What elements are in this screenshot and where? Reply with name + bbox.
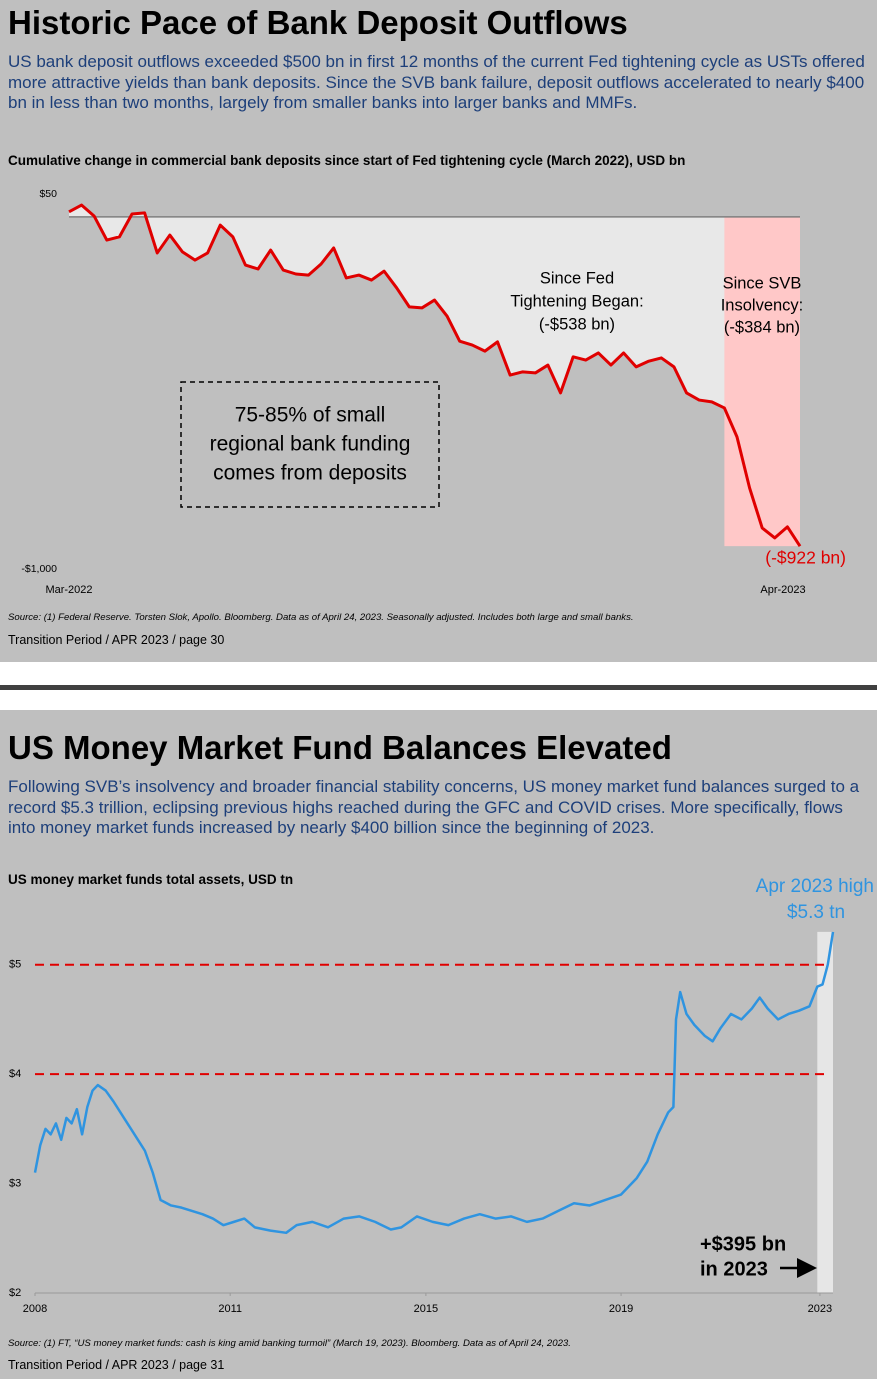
annotation: Tightening Began: (510, 292, 643, 310)
y-tick-label: $50 (39, 188, 57, 200)
y-tick-label: $5 (9, 959, 21, 971)
x-tick-label: 2019 (609, 1303, 633, 1315)
mmf-chart: $2 $3 $4 $5 2008 2011 2015 2019 2023 Apr 2023 hig… (9, 876, 874, 1315)
annotation: Since SVB (723, 274, 802, 292)
annotation: (-$538 bn) (539, 315, 615, 333)
annotation: (-$922 bn) (765, 548, 846, 568)
slide-body: Following SVB’s insolvency and broader f… (8, 777, 860, 837)
deposit-chart: $50 -$1,000 Mar-2022 Apr-2023 Since Fed Tight… (21, 188, 846, 596)
annotation: comes from deposits (213, 462, 407, 485)
annotation: $5.3 tn (787, 902, 845, 923)
x-tick-label: 2023 (808, 1303, 832, 1315)
footer: Transition Period / APR 2023 / page 30 (8, 633, 225, 647)
slide-title: Historic Pace of Bank Deposit Outflows (8, 4, 628, 41)
shaded-span (724, 216, 800, 547)
y-tick-label: $3 (9, 1177, 21, 1189)
callout-box (180, 381, 440, 508)
area-fill (69, 205, 800, 547)
footer: Transition Period / APR 2023 / page 31 (8, 1358, 225, 1372)
line (68, 203, 802, 547)
x-tick-label: Apr-2023 (760, 584, 805, 596)
chart-title: US money market funds total assets, USD … (8, 872, 294, 887)
source: Source: (1) Federal Reserve. Torsten Slo… (8, 612, 634, 623)
annotation: +$395 bn (700, 1233, 786, 1255)
x-tick-label: 2008 (23, 1303, 47, 1315)
annotation: 75-85% of small (235, 404, 386, 427)
y-tick-label: $2 (9, 1287, 21, 1299)
annotation: in 2023 (700, 1258, 768, 1280)
annotation: regional bank funding (210, 433, 411, 456)
y-tick-label: $4 (9, 1068, 21, 1080)
x-tick-label: Mar-2022 (45, 584, 92, 596)
slide-title: US Money Market Fund Balances Elevated (8, 729, 672, 766)
shaded-span (817, 931, 833, 1293)
chart-title: Cumulative change in commercial bank dep… (8, 153, 686, 168)
y-tick-label: -$1,000 (21, 563, 57, 575)
x-tick-label: 2015 (414, 1303, 438, 1315)
source: Source: (1) FT, “US money market funds: … (8, 1338, 571, 1349)
annotation: Since Fed (540, 269, 614, 287)
annotation: Apr 2023 high (756, 876, 874, 897)
line (33, 931, 835, 1235)
slide-body: US bank deposit outflows exceeded $500 b… (8, 52, 865, 112)
annotation: (-$384 bn) (724, 318, 800, 336)
annotation: Insolvency: (721, 296, 804, 314)
divider (0, 685, 877, 690)
slide-background (0, 710, 877, 1379)
x-tick-label: 2011 (218, 1303, 242, 1315)
